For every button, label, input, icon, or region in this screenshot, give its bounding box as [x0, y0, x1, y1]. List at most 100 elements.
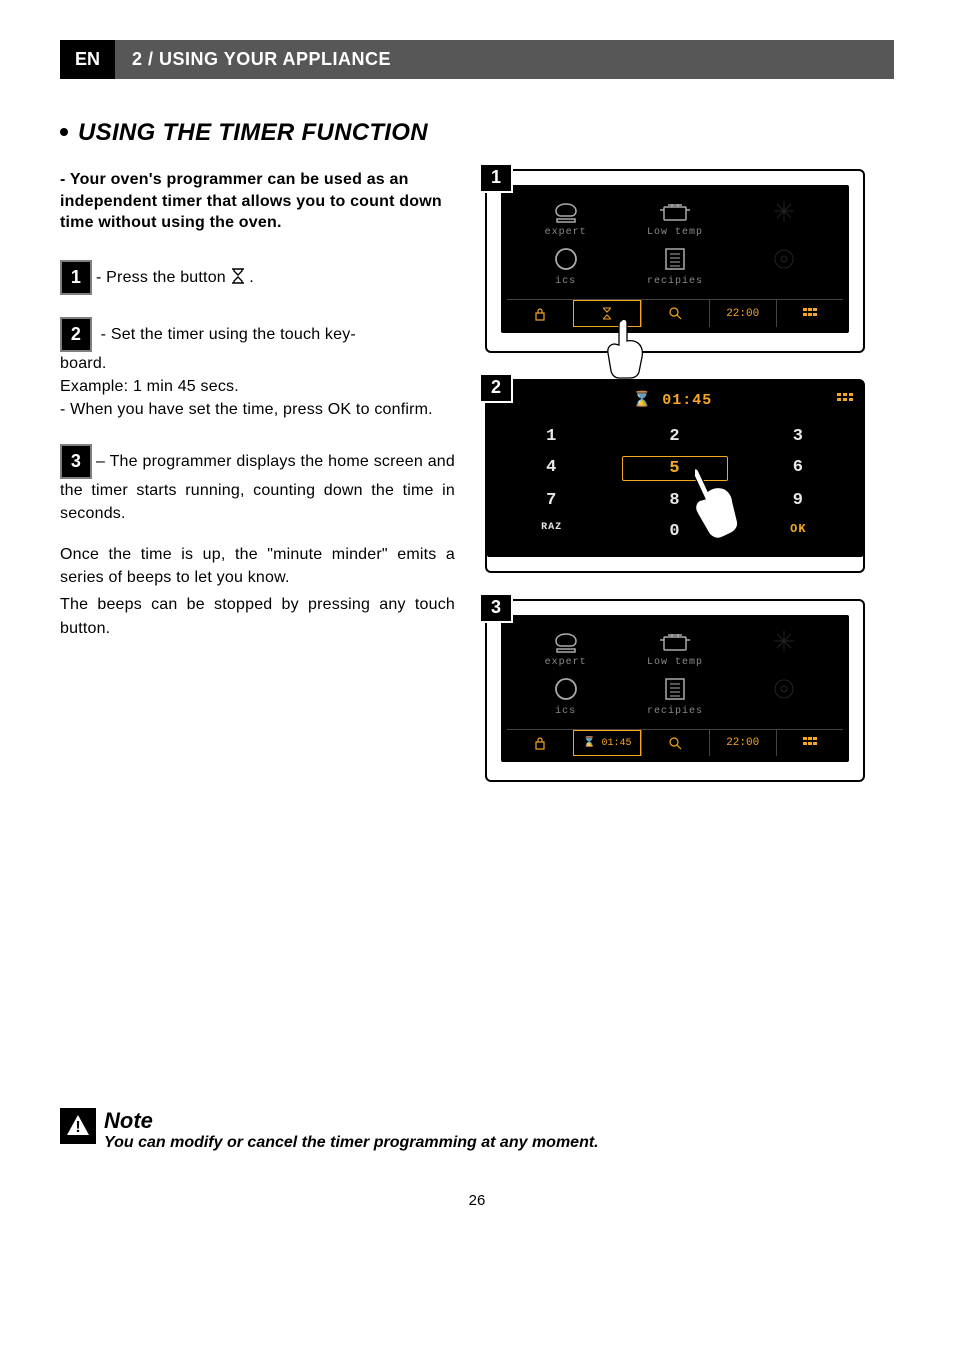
key-2[interactable]: 2 — [622, 425, 727, 448]
clock-display: 22:00 — [709, 730, 776, 756]
intro-text: - Your oven's programmer can be used as … — [60, 169, 455, 234]
bullet-icon — [60, 128, 68, 136]
target-icon — [771, 246, 797, 272]
recipes-label: recipies — [647, 276, 703, 287]
step-1: 1- Press the button . — [60, 260, 455, 295]
menu-button[interactable] — [837, 393, 853, 405]
lowtemp-label: Low temp — [647, 227, 703, 238]
instructions-column: - Your oven's programmer can be used as … — [60, 169, 455, 808]
recipes-mode[interactable]: recipies — [620, 676, 729, 717]
grid-icon — [803, 737, 817, 749]
clock-display: 22:00 — [709, 300, 776, 327]
step-badge-2: 2 — [60, 317, 92, 352]
step-badge-1: 1 — [60, 260, 92, 295]
hourglass-icon — [602, 307, 612, 320]
section-header: 2 / USING YOUR APPLIANCE — [115, 40, 894, 79]
lowtemp-mode[interactable]: Low temp — [620, 199, 729, 238]
step-3: 3– The programmer displays the home scre… — [60, 444, 455, 640]
key-raz[interactable]: RAZ — [499, 520, 604, 543]
lock-icon — [534, 307, 546, 321]
ics-mode[interactable]: ics — [511, 246, 620, 287]
key-5[interactable]: 5 — [622, 456, 727, 481]
step-3-line1: – The programmer displays the home scree… — [60, 452, 455, 522]
lock-icon — [534, 736, 546, 750]
timer-display: ⌛ 01:45 — [633, 390, 713, 409]
figures-column: 1 expert Low temp — [485, 169, 894, 808]
numeric-keypad: 1 2 3 4 5 6 7 8 9 RAZ 0 OK — [499, 425, 851, 543]
grid-icon — [803, 308, 817, 320]
ics-label: ics — [555, 706, 576, 717]
search-button[interactable] — [641, 300, 708, 327]
cleaning-label — [781, 227, 788, 238]
step-2: 2 - Set the timer using the touch key- b… — [60, 317, 455, 422]
ics-label: ics — [555, 276, 576, 287]
lock-button[interactable] — [507, 300, 573, 327]
figure-1: 1 expert Low temp — [485, 169, 894, 353]
timer-button[interactable] — [573, 300, 641, 327]
magnifier-icon — [669, 307, 682, 320]
oven-home-screen: expert Low temp — [485, 169, 865, 353]
key-6[interactable]: 6 — [746, 456, 851, 481]
menu-button[interactable] — [776, 300, 843, 327]
step-2-line3: - When you have set the time, press OK t… — [60, 401, 433, 418]
key-4[interactable]: 4 — [499, 456, 604, 481]
status-bar: 22:00 — [507, 299, 843, 327]
figure-2-label: 2 — [479, 373, 513, 403]
key-8[interactable]: 8 — [622, 489, 727, 512]
lock-button[interactable] — [507, 730, 573, 756]
grid-icon — [837, 393, 853, 405]
step-2-line2: board. — [60, 355, 107, 372]
note-body: You can modify or cancel the timer progr… — [104, 1134, 599, 1152]
recipes-icon — [662, 676, 688, 702]
pot-icon — [658, 629, 692, 653]
search-button[interactable] — [641, 730, 708, 756]
recipes-label: recipies — [647, 706, 703, 717]
svg-text:!: ! — [75, 1119, 80, 1136]
lowtemp-mode[interactable]: Low temp — [620, 629, 729, 668]
chef-hat-icon — [551, 629, 581, 653]
key-7[interactable]: 7 — [499, 489, 604, 512]
page-number: 26 — [60, 1192, 894, 1209]
section-title-text: USING THE TIMER FUNCTION — [78, 119, 428, 146]
key-9[interactable]: 9 — [746, 489, 851, 512]
step-1-text: - Press the button — [96, 269, 231, 286]
pot-icon — [658, 199, 692, 223]
figure-1-label: 1 — [479, 163, 513, 193]
section-title: USING THE TIMER FUNCTION — [60, 119, 894, 147]
note-title: Note — [104, 1108, 599, 1134]
lowtemp-label: Low temp — [647, 657, 703, 668]
page-header: EN 2 / USING YOUR APPLIANCE — [60, 40, 894, 79]
key-ok[interactable]: OK — [746, 520, 851, 543]
chef-hat-icon — [551, 199, 581, 223]
magnifier-icon — [669, 737, 682, 750]
cleaning-mode[interactable] — [730, 629, 839, 668]
hourglass-icon — [231, 268, 245, 284]
expert-mode[interactable]: expert — [511, 629, 620, 668]
circle-icon — [553, 676, 579, 702]
recipes-mode[interactable]: recipies — [620, 246, 729, 287]
note-box: ! Note You can modify or cancel the time… — [60, 1108, 894, 1152]
warning-icon: ! — [60, 1108, 96, 1144]
figure-2: 2 ← ⌛ 01:45 1 2 3 4 5 6 — [485, 379, 894, 573]
key-1[interactable]: 1 — [499, 425, 604, 448]
expert-mode[interactable]: expert — [511, 199, 620, 238]
settings-mode[interactable] — [730, 676, 839, 717]
key-3[interactable]: 3 — [746, 425, 851, 448]
expert-label: expert — [545, 227, 587, 238]
lang-badge: EN — [60, 40, 115, 79]
settings-mode[interactable] — [730, 246, 839, 287]
key-0[interactable]: 0 — [622, 520, 727, 543]
menu-button[interactable] — [776, 730, 843, 756]
status-bar: ⌛ 01:45 22:00 — [507, 729, 843, 756]
figure-3: 3 expert Low temp — [485, 599, 894, 782]
step-badge-3: 3 — [60, 444, 92, 479]
figure-3-label: 3 — [479, 593, 513, 623]
recipes-icon — [662, 246, 688, 272]
circle-icon — [553, 246, 579, 272]
timer-running[interactable]: ⌛ 01:45 — [573, 730, 641, 756]
settings-label — [781, 276, 788, 287]
cleaning-mode[interactable] — [730, 199, 839, 238]
snowflake-icon — [772, 199, 796, 223]
expert-label: expert — [545, 657, 587, 668]
ics-mode[interactable]: ics — [511, 676, 620, 717]
